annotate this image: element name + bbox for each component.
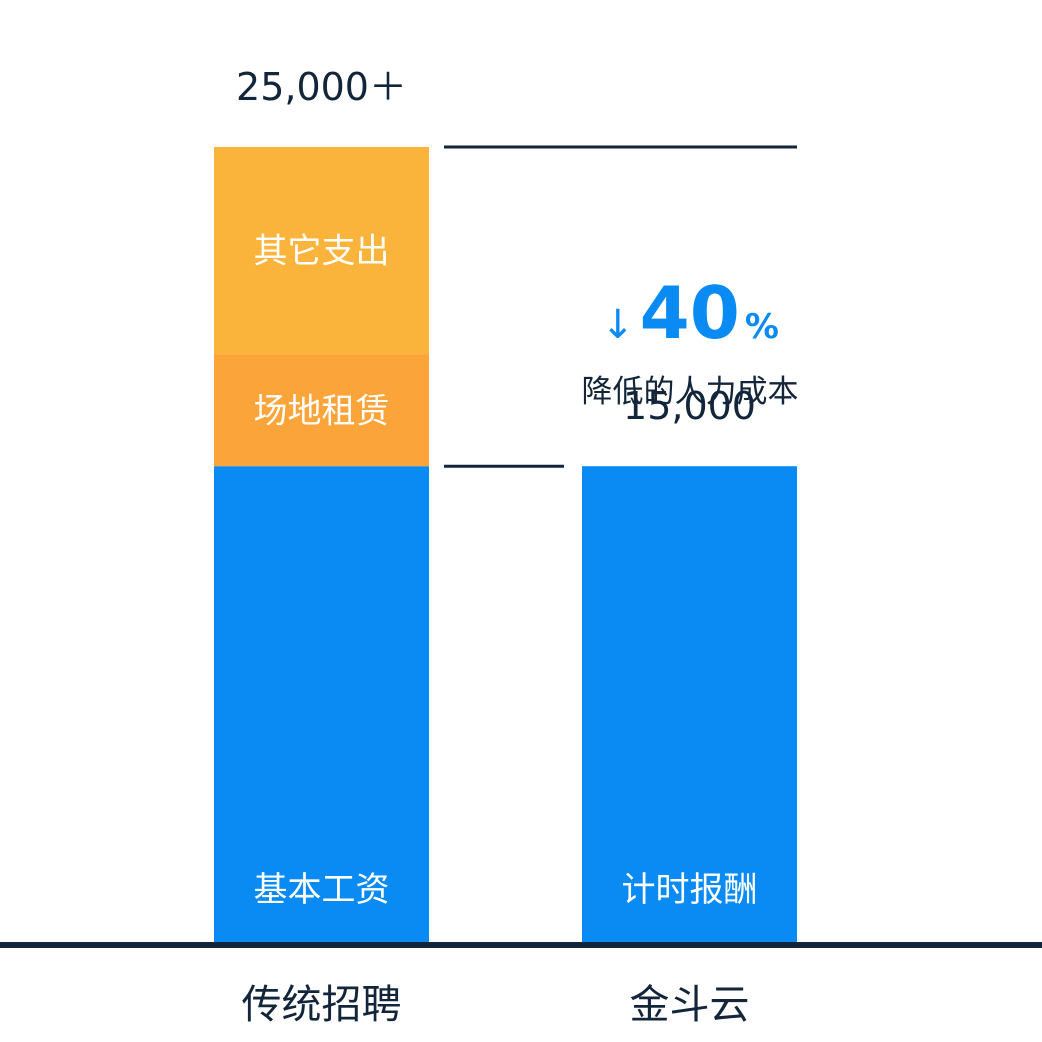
bars-layer	[214, 147, 797, 945]
segment-label: 场地租赁	[254, 391, 390, 431]
reduction-value: 40	[640, 271, 740, 355]
category-label: 金斗云	[630, 982, 750, 1028]
total-label: 25,000＋	[236, 65, 407, 109]
segment-label: 其它支出	[254, 232, 390, 272]
total-label: 15,000	[623, 384, 756, 428]
bar-传统招聘-基本工资	[214, 466, 429, 945]
reduction-unit: %	[745, 307, 779, 347]
segment-label: 计时报酬	[622, 870, 758, 910]
category-label: 传统招聘	[242, 982, 402, 1028]
bar-传统招聘-场地租赁	[214, 354, 429, 467]
reduction-annotation: ↓ 40 %	[601, 271, 779, 355]
bar-金斗云-计时报酬	[582, 466, 797, 945]
reduction-arrow: ↓	[601, 302, 635, 348]
segment-label: 基本工资	[254, 870, 390, 910]
bar-传统招聘-其它支出	[214, 147, 429, 355]
reference-lines	[444, 145, 797, 468]
reduction-caption: 降低的人力成本	[582, 374, 799, 410]
